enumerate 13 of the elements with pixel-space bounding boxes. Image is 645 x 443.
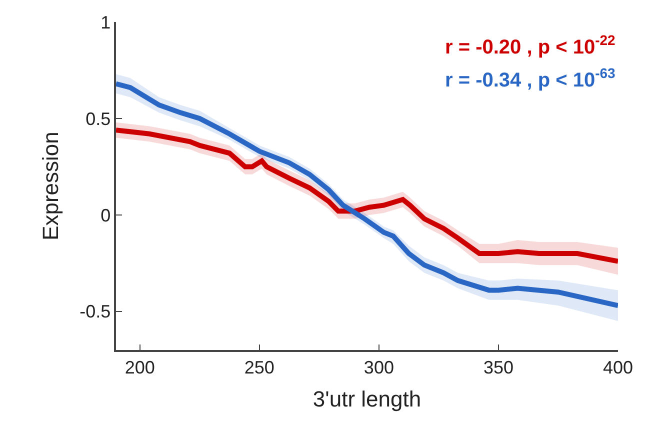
y-tick-label: 0.5 [86,108,111,129]
y-axis-title: Expression [38,132,63,240]
x-tick-label: 300 [364,357,394,378]
x-tick-label: 200 [124,357,155,378]
annotation: r = -0.20 , p < 10$^{-22}$ [445,32,616,58]
x-axis-title: 3'utr length [312,386,422,412]
y-tick-label: 0 [100,205,111,226]
y-tick-label: -0.5 [80,302,111,322]
x-tick-label: 400 [602,357,634,378]
x-tick-label: 250 [244,357,274,378]
x-tick-label: 350 [483,357,514,378]
annotation: r = -0.34 , p < 10$^{-63}$ [445,65,616,92]
y-tick-label: 1 [100,12,111,32]
